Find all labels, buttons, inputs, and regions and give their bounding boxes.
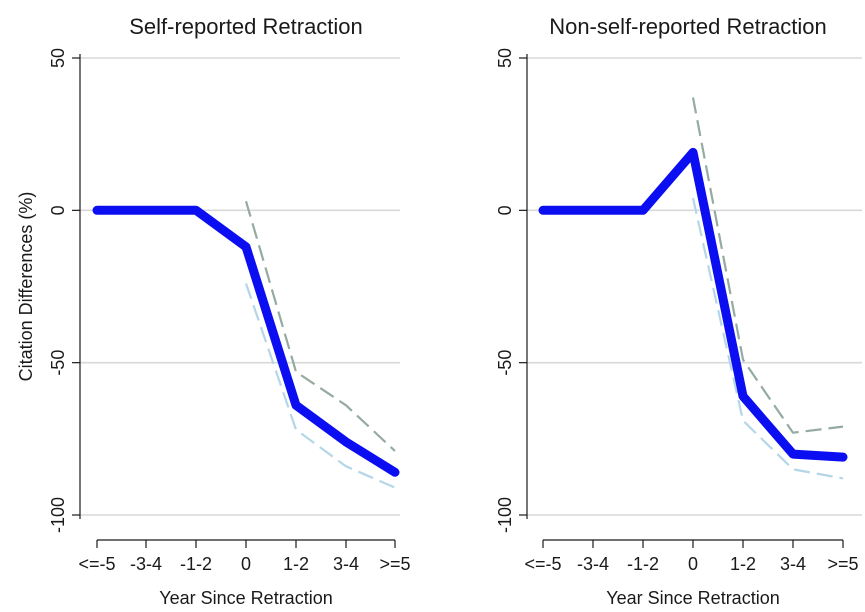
x-tick-label: 3-4 (333, 554, 359, 574)
x-tick-label: -1-2 (627, 554, 659, 574)
x-axis-label: Year Since Retraction (159, 588, 332, 608)
panel-title: Self-reported Retraction (129, 14, 363, 39)
x-tick-label: >=5 (827, 554, 858, 574)
panel-title: Non-self-reported Retraction (549, 14, 827, 39)
y-tick-label: 0 (48, 205, 68, 215)
x-tick-label: <=-5 (78, 554, 115, 574)
y-tick-label: 50 (495, 48, 515, 68)
series-line-upper-bound (691, 97, 844, 434)
x-tick-label: 0 (241, 554, 251, 574)
x-tick-label: -3-4 (130, 554, 162, 574)
x-tick-label: -1-2 (180, 554, 212, 574)
y-tick-label: -100 (48, 497, 68, 533)
x-tick-label: <=-5 (524, 554, 561, 574)
x-tick-label: >=5 (379, 554, 410, 574)
series-line-lower-bound (691, 197, 844, 480)
y-tick-label: 50 (48, 48, 68, 68)
x-tick-label: 3-4 (780, 554, 806, 574)
x-axis-label: Year Since Retraction (606, 588, 779, 608)
x-tick-label: 1-2 (283, 554, 309, 574)
y-tick-label: -50 (495, 350, 515, 376)
y-tick-label: -50 (48, 350, 68, 376)
x-tick-label: 0 (688, 554, 698, 574)
x-tick-label: -3-4 (577, 554, 609, 574)
series-line-lower-bound (244, 283, 396, 489)
y-axis-label: Citation Differences (%) (16, 192, 36, 382)
series-line-upper-bound (244, 200, 396, 452)
panel-2: 50 0 -50 -100 <=-5 -3-4 -1-2 0 1-2 3-4 >=5 Non-self… (495, 14, 862, 608)
y-tick-label: -100 (495, 497, 515, 533)
y-tick-label: 0 (495, 205, 515, 215)
panel-1: 50 0 -50 -100 <=-5 -3-4 -1-2 0 1-2 3-4 >=5 Self-rep… (16, 14, 411, 608)
x-tick-label: 1-2 (730, 554, 756, 574)
